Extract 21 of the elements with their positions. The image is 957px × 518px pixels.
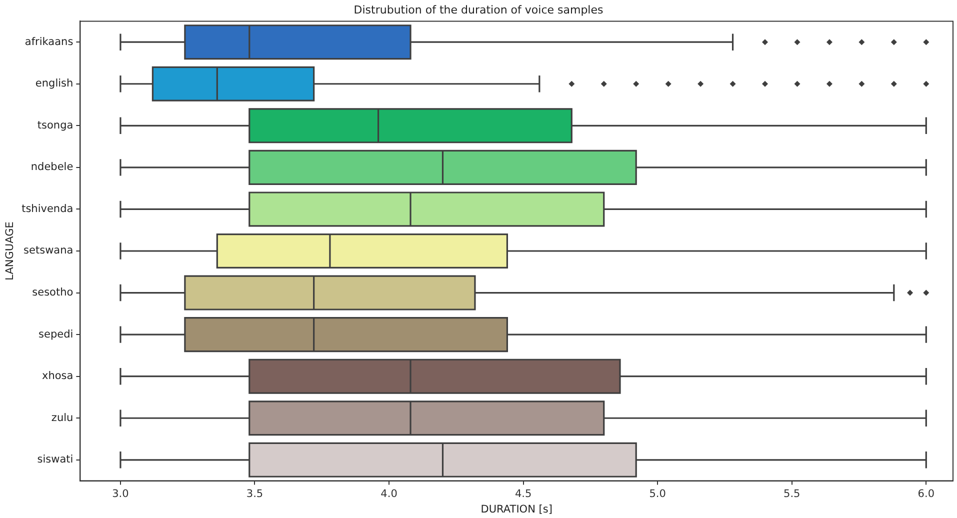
y-tick-label: sepedi [38, 328, 74, 340]
chart-title: Distrubution of the duration of voice samples [354, 3, 604, 16]
y-tick-label: english [35, 78, 74, 90]
x-axis-title: DURATION [s] [480, 503, 552, 516]
y-tick-label: zulu [51, 412, 74, 424]
x-tick-label: 5.5 [784, 488, 800, 500]
y-tick-label: sesotho [32, 286, 74, 299]
y-tick-label: tshivenda [22, 202, 74, 215]
x-tick-label: 6.0 [918, 488, 934, 500]
y-tick-label: ndebele [30, 161, 74, 174]
y-axis-title: LANGUAGE [4, 222, 16, 280]
x-tick-label: 4.0 [380, 488, 398, 500]
y-tick-label: tsonga [37, 119, 74, 132]
x-tick-label: 3.5 [246, 488, 264, 500]
x-tick-label: 5.0 [649, 488, 666, 500]
x-tick-label: 4.5 [514, 488, 532, 500]
y-tick-label: xhosa [42, 370, 74, 382]
y-tick-label: siswati [37, 454, 74, 466]
x-tick-label: 3.0 [112, 488, 129, 500]
y-tick-label: afrikaans [24, 36, 74, 48]
y-tick-label: setswana [24, 244, 74, 257]
